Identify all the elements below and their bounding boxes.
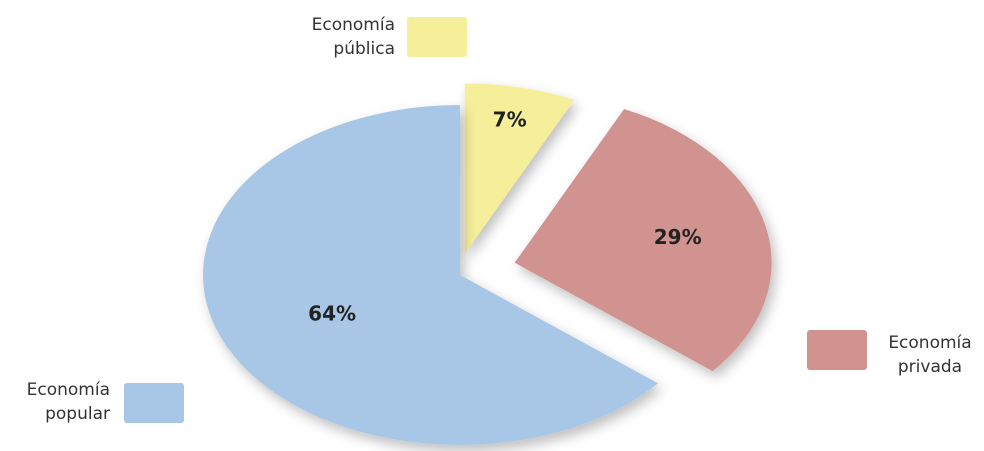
legend-label: Economía pública [311, 15, 395, 59]
pie-slice [464, 83, 575, 254]
pie-slice [514, 108, 772, 372]
legend-label: Economía privada [888, 333, 972, 377]
legend-swatch [407, 17, 467, 57]
legend-label: Economía popular [26, 380, 110, 424]
slice-label: 64% [308, 301, 356, 325]
slice-label: 7% [493, 107, 527, 131]
pie-slice [203, 105, 659, 445]
slice-label: 29% [654, 225, 702, 249]
legend-swatch [124, 383, 184, 423]
legend-swatch [807, 330, 867, 370]
